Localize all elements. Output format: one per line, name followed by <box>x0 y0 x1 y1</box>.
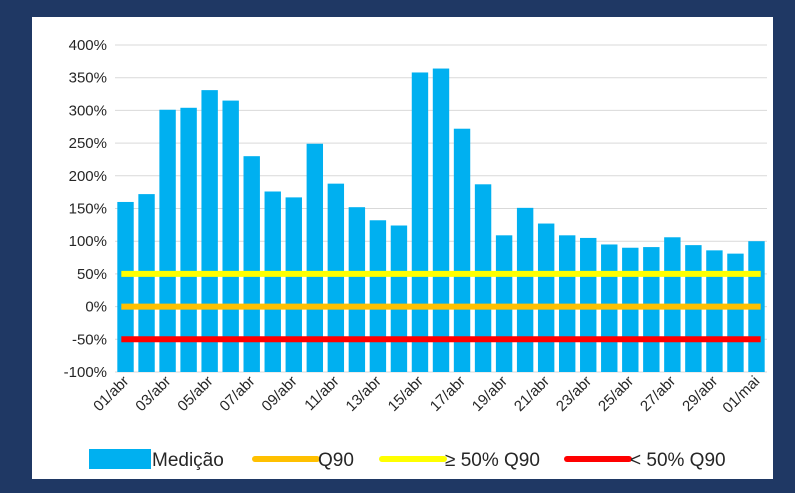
x-tick-label: 01/mai <box>719 373 763 417</box>
x-tick-label: 13/abr <box>343 373 385 415</box>
bar-18/abr <box>474 184 492 372</box>
bar-20/abr <box>516 207 534 372</box>
y-tick-label: 200% <box>69 168 107 185</box>
y-tick-label: 50% <box>77 266 107 283</box>
bar-04/abr <box>180 107 197 372</box>
x-tick-label: 25/abr <box>595 373 637 415</box>
chart-panel: 400% 350% 300% 250% 200% 150% 100% 50% 0% -50% -10… <box>32 17 773 479</box>
y-tick-label: 300% <box>69 102 107 119</box>
x-tick-label: 11/abr <box>301 373 342 414</box>
x-tick-label: 17/abr <box>427 373 469 415</box>
x-tick-label: 27/abr <box>637 373 679 415</box>
bar-14/abr <box>390 225 408 372</box>
y-tick-label: 0% <box>85 299 107 316</box>
y-tick-label: 100% <box>69 233 107 250</box>
y-tick-label: 250% <box>69 135 107 152</box>
legend-label: ≥ 50% Q90 <box>445 450 540 471</box>
x-tick-label: 23/abr <box>553 373 595 415</box>
bar-17/abr <box>453 128 471 372</box>
bar-09/abr <box>285 197 302 372</box>
x-axis: 01/abr 03/abr 05/abr 07/abr 09/abr 11/abr 13/a… <box>90 373 763 417</box>
x-tick-label: 09/abr <box>258 373 300 415</box>
y-tick-label: 150% <box>69 201 107 218</box>
y-tick-label: 400% <box>69 37 107 54</box>
legend-swatch-medicao <box>89 449 151 469</box>
bar-13/abr <box>369 220 387 372</box>
bar-16/abr <box>432 68 450 372</box>
legend-label: Q90 <box>318 450 354 471</box>
reference-lines <box>121 270 761 343</box>
bar-21/abr <box>537 223 555 372</box>
x-tick-label: 03/abr <box>132 373 174 415</box>
bar-06/abr <box>222 100 239 372</box>
x-tick-label: 21/abr <box>511 373 553 415</box>
bar-chart: 400% 350% 300% 250% 200% 150% 100% 50% 0% -50% -10… <box>64 37 767 471</box>
legend: Medição Q90 ≥ 50% Q90 < 50% Q90 <box>89 449 726 471</box>
bar-25/abr <box>622 247 639 372</box>
legend-label: Medição <box>152 450 224 471</box>
bar-01/abr <box>117 201 134 372</box>
bar-29/abr <box>706 250 723 372</box>
bar-07/abr <box>243 156 260 372</box>
bars <box>117 68 765 372</box>
bar-11/abr <box>327 183 345 372</box>
x-tick-label: 19/abr <box>469 373 511 415</box>
bar-05/abr <box>201 90 218 372</box>
bar-03/abr <box>159 109 176 372</box>
y-tick-label: -50% <box>72 331 107 348</box>
bar-15/abr <box>411 72 429 372</box>
bar-30/abr <box>727 253 744 372</box>
y-tick-label: -100% <box>64 364 107 381</box>
y-tick-label: 350% <box>69 70 107 87</box>
x-tick-label: 07/abr <box>216 373 258 415</box>
y-axis: 400% 350% 300% 250% 200% 150% 100% 50% 0% -50% -10… <box>64 37 107 381</box>
x-tick-label: 05/abr <box>174 373 216 415</box>
x-tick-label: 29/abr <box>679 373 721 415</box>
bar-08/abr <box>264 191 281 372</box>
bar-12/abr <box>348 207 366 372</box>
legend-label: < 50% Q90 <box>630 450 726 471</box>
bar-10/abr <box>306 143 324 372</box>
bar-02/abr <box>138 194 155 372</box>
x-tick-label: 15/abr <box>385 373 427 415</box>
